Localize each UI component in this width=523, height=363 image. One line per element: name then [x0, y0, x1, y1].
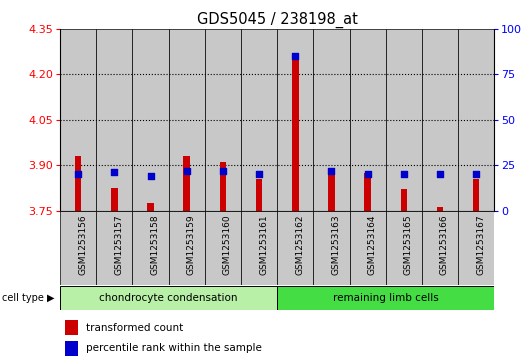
Bar	[65, 340, 78, 356]
Text: GSM1253156: GSM1253156	[78, 214, 87, 275]
Bar	[184, 156, 190, 211]
Text: GSM1253166: GSM1253166	[440, 214, 449, 275]
Text: GSM1253164: GSM1253164	[368, 214, 377, 275]
Bar	[132, 211, 168, 285]
Bar	[241, 211, 277, 285]
Point	[110, 170, 119, 175]
Bar	[220, 162, 226, 211]
Text: GSM1253165: GSM1253165	[404, 214, 413, 275]
Bar	[60, 211, 96, 285]
Bar	[313, 211, 349, 285]
Bar	[75, 156, 82, 211]
Text: GSM1253162: GSM1253162	[295, 214, 304, 275]
Bar	[147, 203, 154, 211]
Bar	[241, 29, 277, 211]
Point	[291, 53, 300, 59]
Text: chondrocyte condensation: chondrocyte condensation	[99, 293, 238, 303]
Bar	[277, 286, 494, 310]
Bar	[256, 179, 263, 211]
Bar	[60, 29, 96, 211]
Point	[363, 171, 372, 177]
Text: GSM1253157: GSM1253157	[115, 214, 123, 275]
Bar	[96, 211, 132, 285]
Bar	[422, 29, 458, 211]
Bar	[349, 29, 385, 211]
Bar	[349, 211, 385, 285]
Bar	[385, 29, 422, 211]
Text: GSM1253158: GSM1253158	[151, 214, 160, 275]
Text: percentile rank within the sample: percentile rank within the sample	[86, 343, 262, 354]
Text: GSM1253161: GSM1253161	[259, 214, 268, 275]
Bar	[292, 53, 299, 211]
Bar	[205, 211, 241, 285]
Point	[327, 168, 336, 174]
Bar	[458, 211, 494, 285]
Bar	[277, 29, 313, 211]
Title: GDS5045 / 238198_at: GDS5045 / 238198_at	[197, 12, 358, 28]
Text: GSM1253163: GSM1253163	[332, 214, 340, 275]
Point	[472, 171, 480, 177]
Point	[219, 168, 227, 174]
Text: GSM1253167: GSM1253167	[476, 214, 485, 275]
Point	[400, 171, 408, 177]
Bar	[473, 179, 480, 211]
Text: GSM1253159: GSM1253159	[187, 214, 196, 275]
Bar	[328, 168, 335, 211]
Bar	[65, 320, 78, 335]
Bar	[458, 29, 494, 211]
Bar	[96, 29, 132, 211]
Bar	[168, 211, 205, 285]
Bar	[205, 29, 241, 211]
Point	[436, 171, 444, 177]
Bar	[313, 29, 349, 211]
Text: remaining limb cells: remaining limb cells	[333, 293, 439, 303]
Point	[74, 171, 83, 177]
Bar	[60, 286, 277, 310]
Bar	[365, 173, 371, 211]
Bar	[401, 189, 407, 211]
Text: cell type ▶: cell type ▶	[2, 293, 54, 303]
Bar	[277, 211, 313, 285]
Bar	[422, 211, 458, 285]
Point	[183, 168, 191, 174]
Point	[146, 173, 155, 179]
Bar	[385, 211, 422, 285]
Text: transformed count: transformed count	[86, 323, 184, 333]
Point	[255, 171, 263, 177]
Text: GSM1253160: GSM1253160	[223, 214, 232, 275]
Bar	[437, 207, 443, 211]
Bar	[168, 29, 205, 211]
Bar	[132, 29, 168, 211]
Bar	[111, 188, 118, 211]
